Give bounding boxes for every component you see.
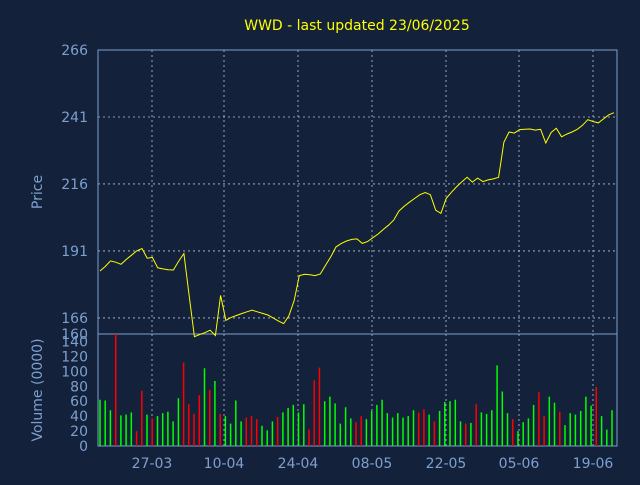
volume-tick-label: 80 xyxy=(70,379,88,395)
volume-axis-label: Volume (0000) xyxy=(30,338,46,441)
price-tick-label: 266 xyxy=(61,43,88,59)
volume-tick-label: 40 xyxy=(70,409,88,425)
price-panel-frame xyxy=(97,49,618,335)
chart-title: WWD - last updated 23/06/2025 xyxy=(244,18,469,34)
x-tick-label: 22-05 xyxy=(426,456,467,472)
price-tick-label: 191 xyxy=(61,244,88,260)
price-tick-label: 241 xyxy=(61,110,88,126)
volume-tick-label: 140 xyxy=(61,334,88,350)
volume-tick-label: 120 xyxy=(61,349,88,365)
x-tick-labels: 27-03 10-04 24-04 08-05 22-05 05-06 19-06 xyxy=(132,456,614,472)
x-tick-label: 27-03 xyxy=(132,456,173,472)
volume-panel-frame xyxy=(97,333,618,447)
price-tick-label: 160 xyxy=(61,327,88,343)
volume-tick-label: 60 xyxy=(70,394,88,410)
volume-tick-label: 100 xyxy=(61,364,88,380)
price-grid xyxy=(98,50,617,334)
price-line xyxy=(99,112,615,338)
volume-tick-label: 0 xyxy=(79,439,88,455)
x-tick-label: 10-04 xyxy=(204,456,245,472)
price-tick-label: 166 xyxy=(61,311,88,327)
volume-tick-label: 20 xyxy=(70,424,88,440)
volume-bars xyxy=(99,334,613,446)
x-tick-label: 05-06 xyxy=(499,456,540,472)
x-tick-label: 08-05 xyxy=(352,456,393,472)
price-tick-labels: 166 191 216 241 266 160 xyxy=(61,43,88,343)
price-axis-label: Price xyxy=(30,175,46,209)
volume-grid xyxy=(151,334,594,446)
price-tick-label: 216 xyxy=(61,177,88,193)
x-tick-label: 19-06 xyxy=(573,456,614,472)
x-tick-label: 24-04 xyxy=(278,456,319,472)
